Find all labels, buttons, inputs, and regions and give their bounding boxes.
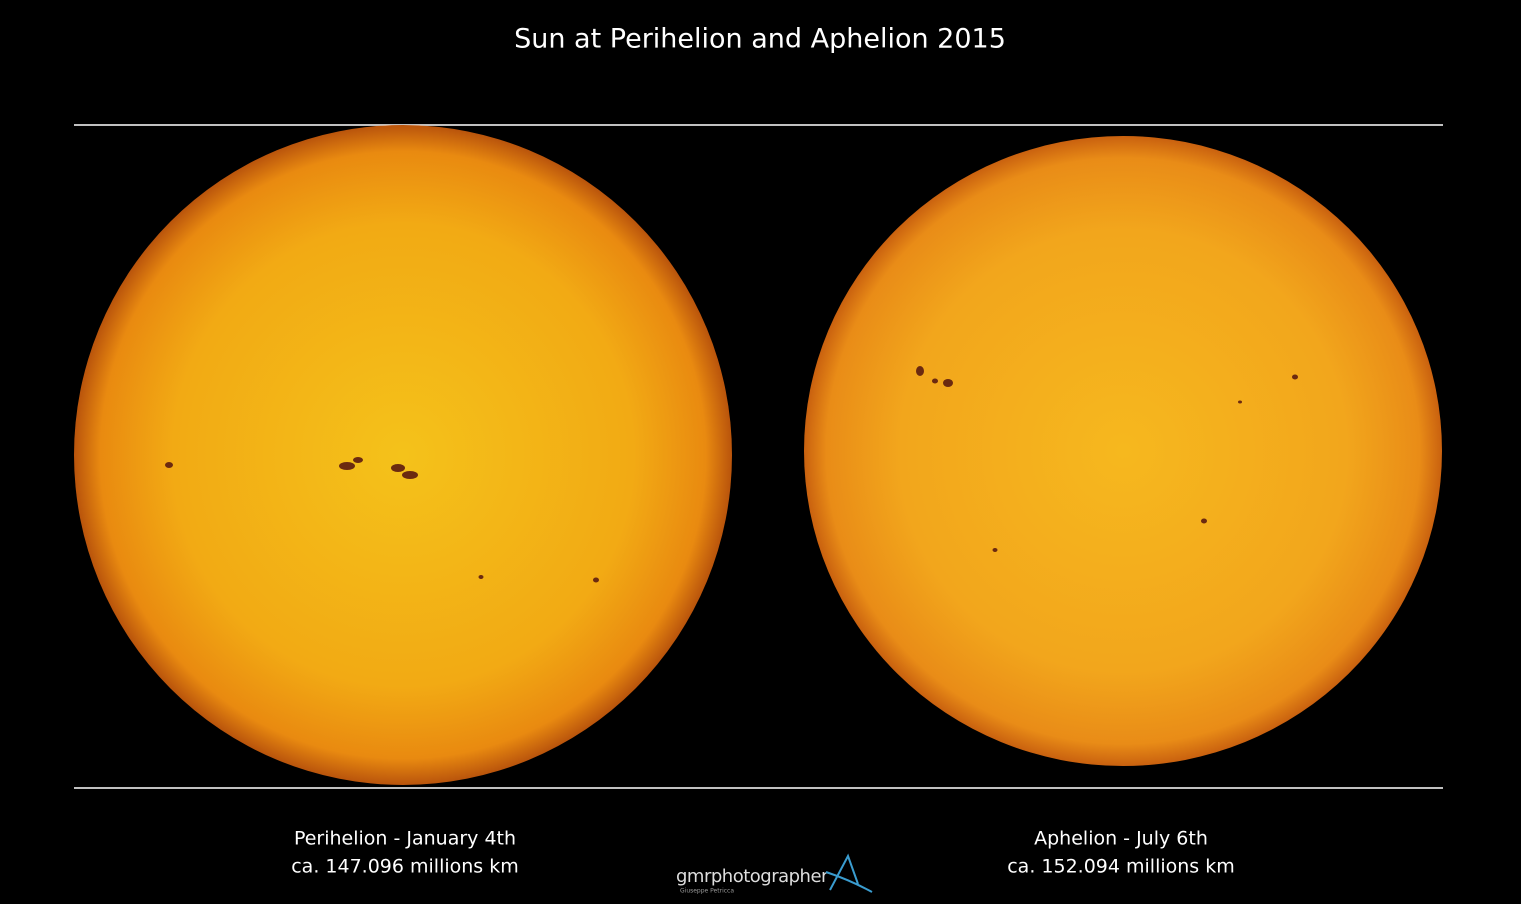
caption-label: Aphelion - July 6th [1034, 828, 1208, 850]
title: Sun at Perihelion and Aphelion 2015 [514, 24, 1006, 55]
watermark-logo [825, 853, 873, 893]
sun-aphelion [804, 136, 1442, 766]
sun-perihelion [74, 125, 732, 785]
watermark: gmrphotographer Giuseppe Petricca [676, 853, 873, 895]
caption-label: Perihelion - January 4th [294, 828, 516, 850]
caption-distance: ca. 152.094 millions km [1007, 856, 1235, 878]
caption-distance: ca. 147.096 millions km [291, 856, 519, 878]
watermark-author: Giuseppe Petricca [680, 888, 734, 895]
watermark-brand: gmrphotographer [676, 866, 829, 887]
